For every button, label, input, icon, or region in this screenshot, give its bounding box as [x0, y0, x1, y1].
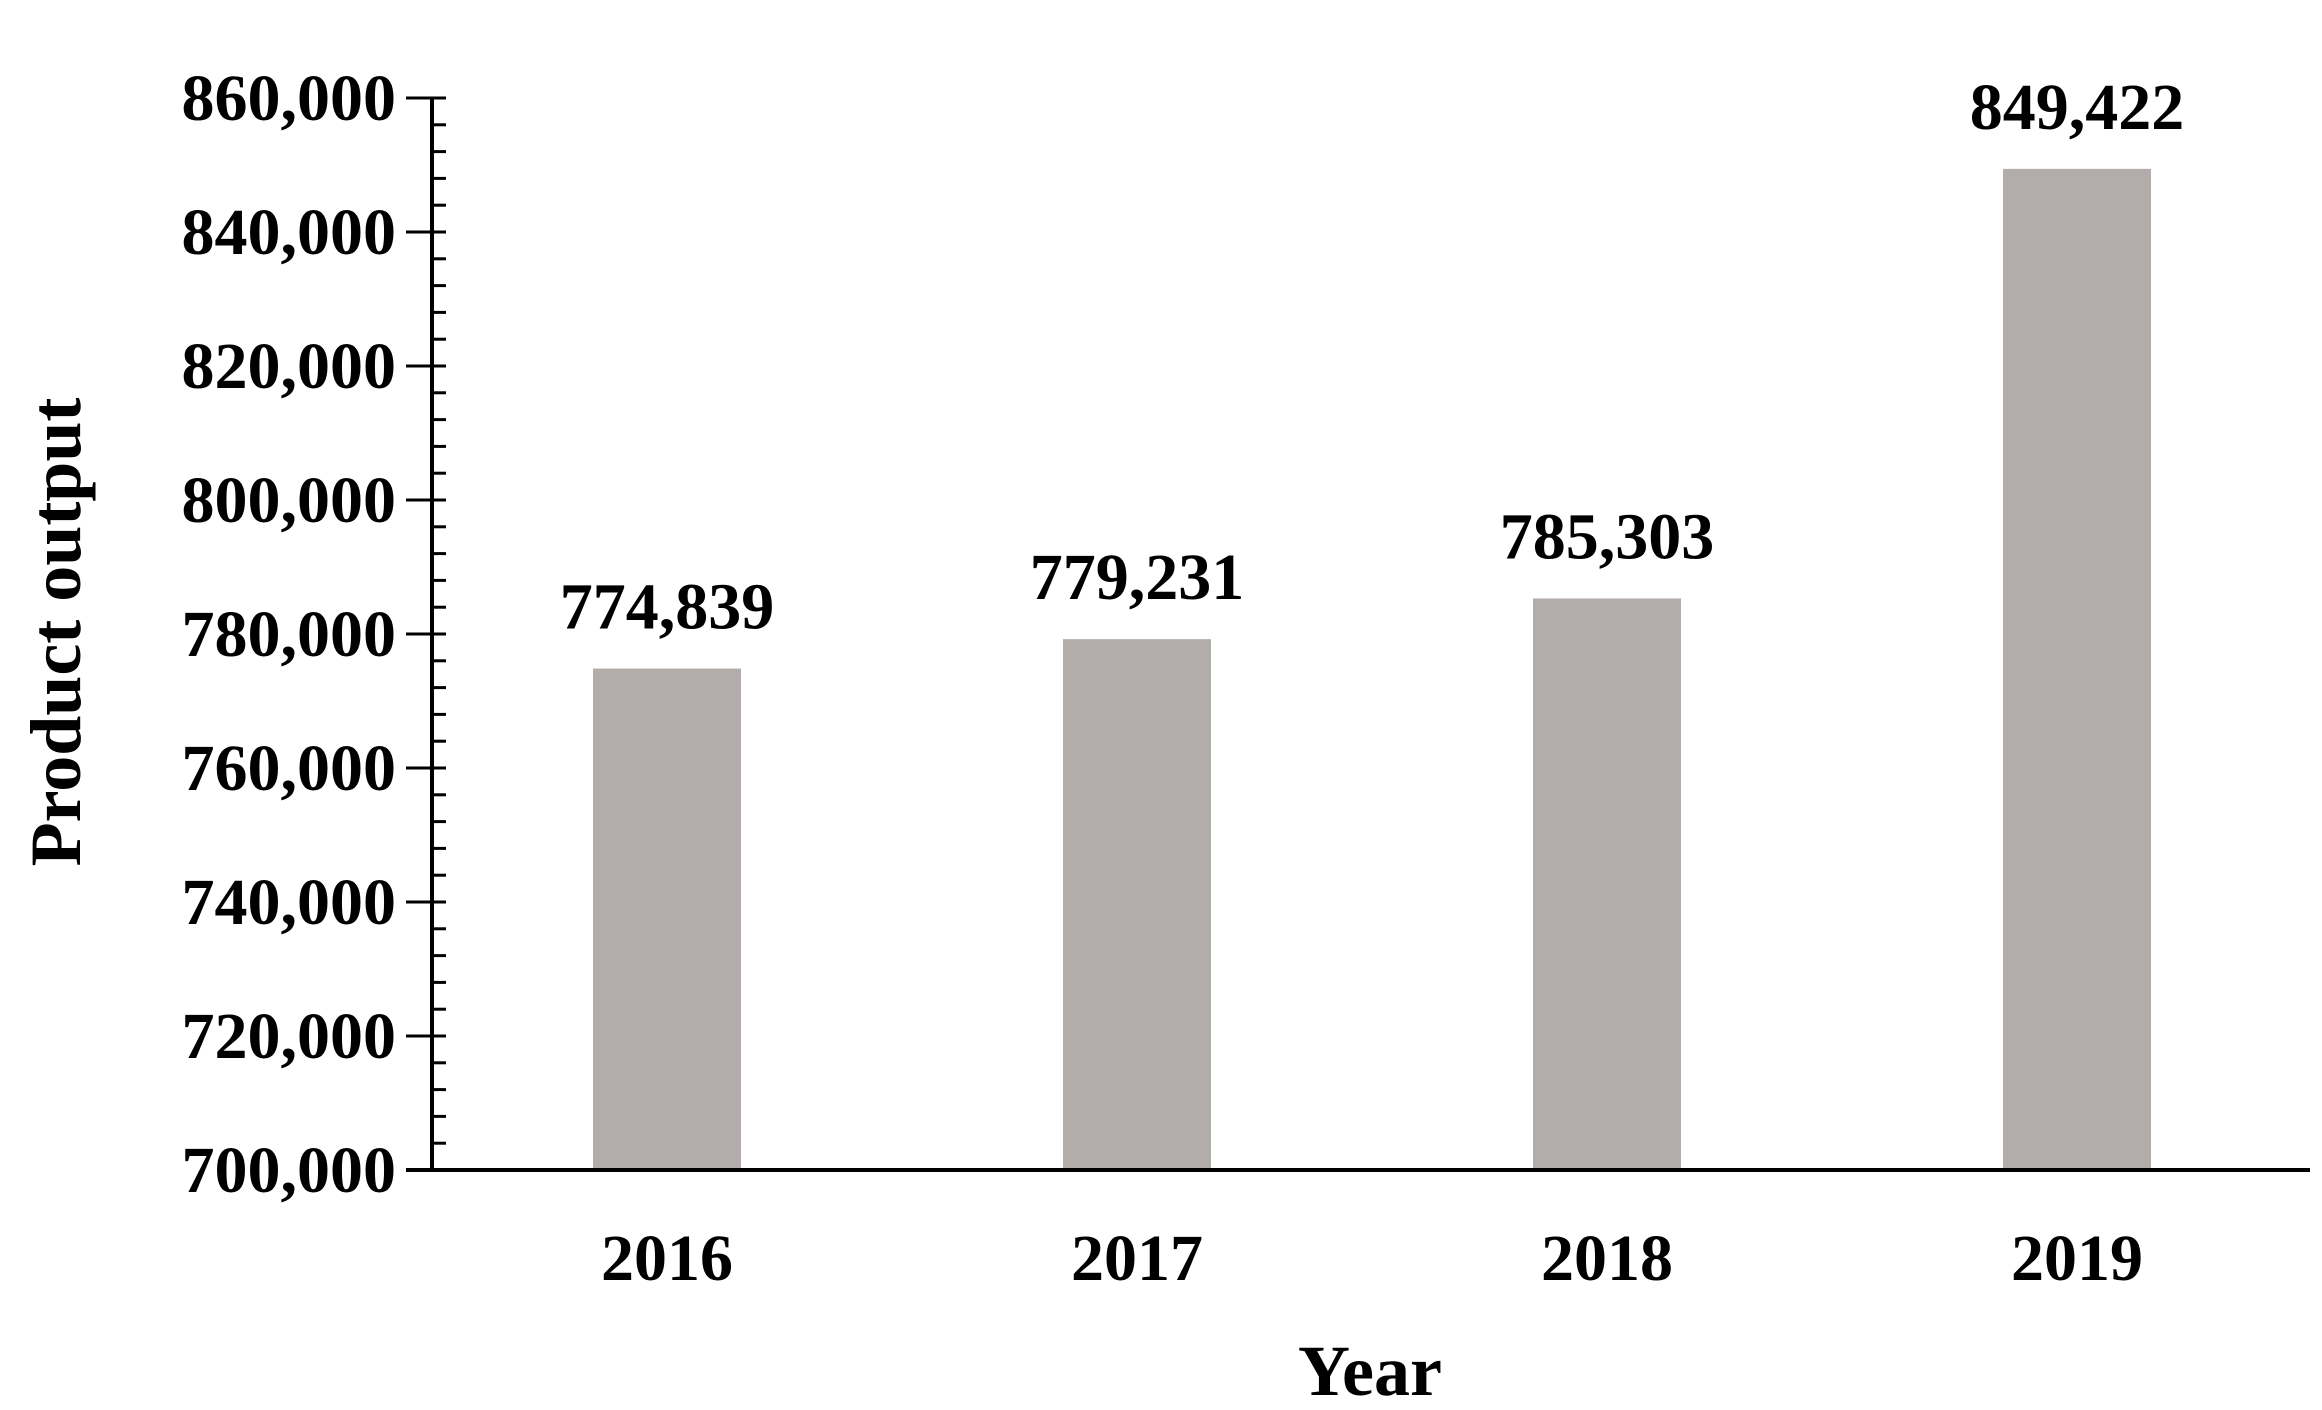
y-tick-label: 740,000	[182, 866, 397, 939]
y-tick-label: 760,000	[182, 732, 397, 805]
labels-layer: 700,000 720,000 740,000 760,000 780,000 800,0…	[182, 62, 2185, 1295]
x-tick-label-2018: 2018	[1541, 1222, 1673, 1295]
bar-2019	[2003, 168, 2151, 1170]
y-tick-label: 860,000	[182, 62, 397, 135]
data-label-2018: 785,303	[1500, 500, 1715, 573]
x-tick-label-2019: 2019	[2011, 1222, 2143, 1295]
x-tick-label-2017: 2017	[1071, 1222, 1203, 1295]
y-tick-label: 800,000	[182, 464, 397, 537]
bar-2017	[1063, 639, 1211, 1170]
data-label-2017: 779,231	[1030, 541, 1245, 614]
bars-layer	[593, 168, 2151, 1170]
y-ticks	[406, 96, 446, 1172]
y-tick-label: 840,000	[182, 196, 397, 269]
x-axis-title: Year	[1298, 1331, 1442, 1410]
data-label-2019: 849,422	[1970, 71, 2185, 144]
y-tick-label: 720,000	[182, 1000, 397, 1073]
bar-2016	[593, 668, 741, 1170]
data-label-2016: 774,839	[560, 571, 775, 644]
axes	[406, 96, 2310, 1172]
y-tick-label: 780,000	[182, 598, 397, 671]
y-tick-label: 700,000	[182, 1134, 397, 1207]
y-tick-label: 820,000	[182, 330, 397, 403]
x-tick-label-2016: 2016	[601, 1222, 733, 1295]
y-axis-title: Product output	[16, 398, 96, 867]
bar-2018	[1533, 598, 1681, 1170]
